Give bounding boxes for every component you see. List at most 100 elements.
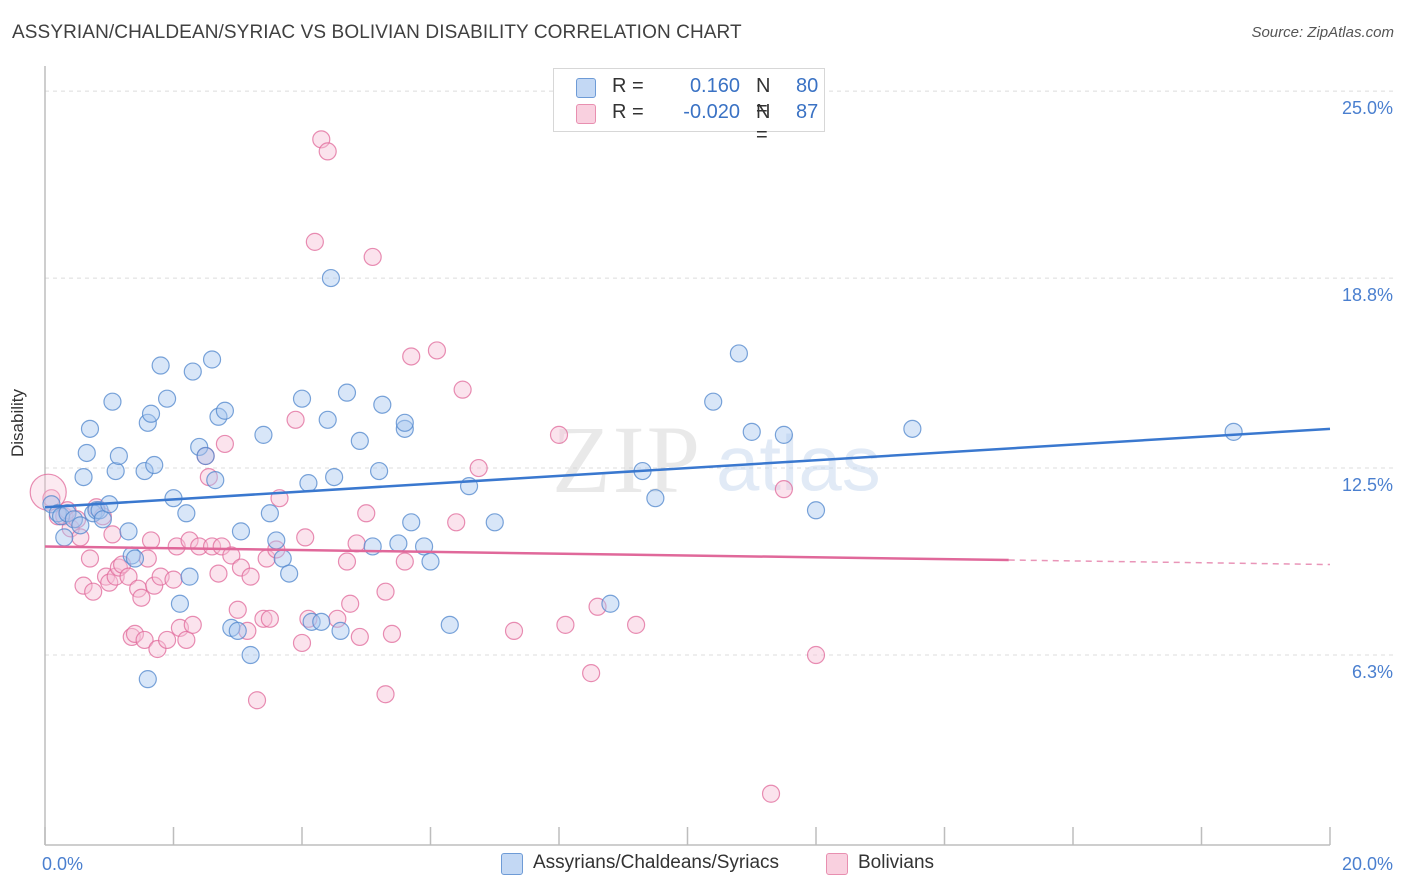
assyrians-point (704, 392, 723, 411)
assyrians-point (485, 513, 504, 532)
trend-line-assyrians (44, 427, 1331, 509)
bolivians-point (363, 247, 382, 267)
watermark-atlas: atlas (716, 419, 881, 507)
stats-legend: R = 0.160 N = 80 R = -0.020 N = 87 (553, 68, 825, 146)
bolivians-point (376, 685, 395, 704)
bolivians-point (453, 380, 472, 399)
assyrians-point (206, 471, 225, 490)
assyrians-point (80, 419, 100, 438)
assyrians-point (273, 549, 292, 568)
bolivians-point (109, 558, 128, 577)
bolivians-point (626, 615, 646, 634)
assyrians-point (370, 461, 389, 481)
assyrians-point (170, 594, 190, 613)
trend-line-bolivians (44, 545, 1009, 562)
bolivians-point (350, 627, 369, 647)
assyrians-point (42, 495, 61, 514)
bolivians-point (148, 639, 167, 659)
stats-r-label: R = (612, 101, 644, 123)
bolivians-point (774, 480, 793, 499)
assyrians-point (318, 410, 337, 429)
bolivians-point (209, 564, 228, 583)
stats-swatch-bolivians (576, 104, 596, 124)
stats-n-value: 87 (796, 101, 819, 123)
assyrians-point (231, 522, 251, 541)
assyrians-point (157, 389, 177, 408)
assyrians-point (395, 413, 414, 432)
bolivians-point (202, 537, 222, 556)
assyrians-point (302, 612, 321, 631)
bolivians-point (119, 567, 138, 586)
bolivians-point (135, 630, 154, 650)
bolivians-point (80, 549, 100, 568)
axes (44, 66, 1331, 846)
assyrians-point (742, 422, 761, 441)
bolivians-point (549, 425, 569, 444)
stats-r-label: R = (612, 75, 644, 97)
bolivians-point (145, 576, 164, 595)
bolivians-point (395, 552, 414, 571)
assyrians-point (806, 501, 826, 520)
legend-swatch-bolivians (826, 853, 848, 875)
trend-lines (44, 427, 1331, 566)
bolivians-point (347, 534, 366, 553)
assyrians-point (190, 437, 209, 457)
assyrians-point (337, 383, 357, 402)
assyrians-point (77, 443, 96, 463)
assyrians-point (260, 504, 279, 523)
assyrians-point (71, 516, 90, 535)
bolivians-point (141, 531, 161, 550)
bolivians-point (402, 347, 421, 366)
bolivians-point (84, 582, 103, 601)
bolivians-point (357, 504, 376, 523)
bolivians-point (292, 633, 312, 653)
y-tick-label: 6.3% (1352, 662, 1393, 682)
y-tick-label: 18.8% (1342, 285, 1393, 305)
bolivians-point (29, 473, 67, 511)
chart-title: ASSYRIAN/CHALDEAN/SYRIAC VS BOLIVIAN DIS… (12, 22, 742, 43)
assyrians-point (331, 621, 350, 640)
assyrians-point (903, 419, 922, 438)
bolivians-point (190, 537, 209, 556)
assyrians-point (228, 621, 247, 640)
assyrians-point (395, 419, 414, 438)
assyrians-point (389, 534, 408, 553)
bolivians-point (103, 525, 122, 544)
bolivians-point (296, 528, 315, 547)
bolivians-point (74, 576, 93, 595)
assyrians-point (48, 504, 67, 523)
bolivians-point (305, 232, 324, 251)
assyrians-point (103, 392, 122, 411)
bolivians-point (132, 588, 151, 607)
assyrians-point (138, 670, 157, 689)
bolivians-point (231, 558, 251, 577)
assyrians-point (373, 395, 392, 414)
bolivians-point (157, 630, 177, 650)
bolivians-point (254, 609, 273, 628)
assyrians-point (267, 531, 286, 550)
bolivians-point (376, 582, 395, 601)
legend-label-assyrians: Assyrians/Chaldeans/Syriacs (533, 852, 780, 873)
assyrians-point (119, 522, 138, 541)
bolivians-point (241, 567, 260, 586)
assyrians-point (292, 389, 312, 408)
assyrians-point (183, 362, 202, 381)
bolivians-point (337, 552, 357, 571)
assyrians-point (729, 344, 749, 363)
bolivians-point (382, 624, 402, 644)
bolivians-point (164, 570, 183, 589)
watermark-zip: ZIP (552, 406, 702, 513)
assyrians-point (196, 446, 215, 466)
assyrians-point (74, 467, 93, 487)
stats-n-label: N = (756, 75, 771, 120)
x-tick-label: 0.0% (42, 854, 83, 874)
stats-r-value: -0.020 (683, 101, 740, 123)
assyrians-point (325, 467, 344, 487)
stats-r-value: 0.160 (689, 75, 740, 97)
bolivians-point (427, 341, 447, 360)
bolivians-point (183, 615, 202, 634)
bolivians-point (222, 546, 241, 565)
bolivians-point (469, 458, 488, 478)
stats-n-value: 80 (796, 75, 819, 97)
legend-swatch-assyrians (501, 853, 523, 875)
